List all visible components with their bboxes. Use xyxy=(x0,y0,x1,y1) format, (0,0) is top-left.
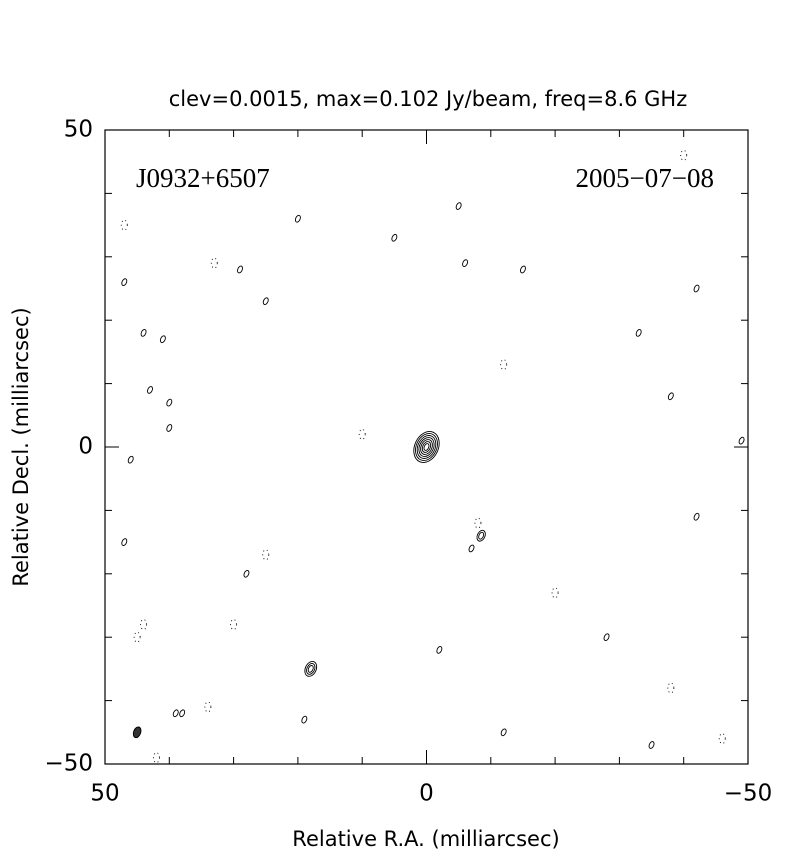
contour xyxy=(500,728,507,737)
negative-contour xyxy=(500,359,508,371)
contour xyxy=(304,661,318,677)
negative-contour xyxy=(120,219,128,231)
contour xyxy=(391,233,398,242)
epoch: 2005−07−08 xyxy=(576,163,714,193)
contour xyxy=(693,284,700,293)
contour xyxy=(121,538,128,546)
y-tick-label: −50 xyxy=(44,751,93,777)
negative-contour xyxy=(718,733,726,745)
contour xyxy=(418,437,435,457)
source-name: J0932+6507 xyxy=(136,163,270,193)
contour xyxy=(159,335,166,344)
negative-contour xyxy=(474,517,482,529)
contour xyxy=(172,709,179,718)
contour xyxy=(147,386,153,394)
contour xyxy=(478,531,485,540)
negative-contour xyxy=(262,549,270,561)
contour xyxy=(416,435,437,459)
negative-contour xyxy=(551,587,559,599)
beam xyxy=(132,726,142,739)
y-tick-label: 0 xyxy=(78,434,93,460)
contour xyxy=(294,214,301,223)
contour xyxy=(420,439,433,455)
contour xyxy=(301,715,308,724)
y-axis-label: Relative Decl. (milliarcsec) xyxy=(9,307,33,586)
negative-contour xyxy=(667,682,675,694)
contour xyxy=(127,455,134,464)
contour xyxy=(243,569,250,578)
negative-contour xyxy=(140,619,148,630)
contour xyxy=(468,544,475,553)
x-tick-label: 0 xyxy=(419,781,434,807)
x-tick-label: 50 xyxy=(90,781,119,807)
contour xyxy=(421,441,432,453)
contour xyxy=(635,329,642,337)
contour xyxy=(415,433,438,461)
contour xyxy=(179,709,186,718)
negative-contour xyxy=(680,149,688,161)
contour xyxy=(436,646,443,654)
x-axis-label: Relative R.A. (milliarcsec) xyxy=(292,827,559,851)
negative-contour xyxy=(358,428,366,440)
chart-title: clev=0.0015, max=0.102 Jy/beam, freq=8.6… xyxy=(169,87,688,111)
y-tick-label: 50 xyxy=(64,117,93,143)
contour xyxy=(603,633,610,642)
contour xyxy=(519,265,526,274)
contour xyxy=(306,663,316,675)
contour xyxy=(667,392,674,401)
contour xyxy=(413,431,440,463)
contour xyxy=(455,202,462,210)
contour xyxy=(693,512,700,521)
contour xyxy=(307,665,314,673)
contour xyxy=(476,529,486,542)
contour xyxy=(121,278,128,287)
negative-contour xyxy=(152,752,160,764)
contour xyxy=(166,398,173,407)
contour xyxy=(140,329,147,337)
contour xyxy=(237,265,243,274)
negative-contour xyxy=(230,619,238,630)
contour xyxy=(648,741,655,749)
plot-frame xyxy=(104,129,749,765)
contour xyxy=(738,436,745,445)
contour xyxy=(166,424,173,432)
x-tick-label: −50 xyxy=(724,781,773,807)
negative-contour xyxy=(204,701,212,713)
contour xyxy=(423,443,430,451)
contour xyxy=(462,259,469,267)
negative-contour xyxy=(133,631,141,643)
negative-contour xyxy=(210,257,218,269)
contour xyxy=(262,297,269,306)
